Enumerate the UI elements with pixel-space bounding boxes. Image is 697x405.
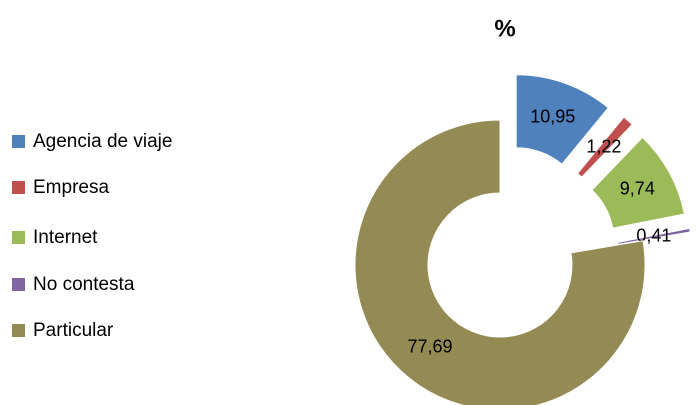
data-label: 0,41 (636, 226, 671, 246)
data-label: 9,74 (620, 179, 655, 199)
data-label: 77,69 (407, 337, 452, 357)
doughnut-slice (515, 74, 609, 165)
doughnut-slice (617, 227, 691, 245)
data-label: 1,22 (586, 137, 621, 157)
data-label: 10,95 (530, 106, 575, 126)
legend-label: No contesta (33, 274, 135, 295)
doughnut-slice (354, 119, 646, 405)
chart-subtitle: % (494, 15, 515, 42)
legend-swatch (12, 278, 25, 291)
legend-label: Empresa (33, 177, 109, 198)
legend-swatch (12, 231, 25, 244)
legend-swatch (12, 135, 25, 148)
legend-swatch (12, 324, 25, 337)
doughnut-slice (576, 116, 633, 178)
doughnut-slice (591, 136, 685, 229)
legend-label: Internet (33, 227, 98, 248)
legend-label: Particular (33, 320, 114, 341)
legend-label: Agencia de viaje (33, 131, 172, 152)
legend-swatch (12, 181, 25, 194)
